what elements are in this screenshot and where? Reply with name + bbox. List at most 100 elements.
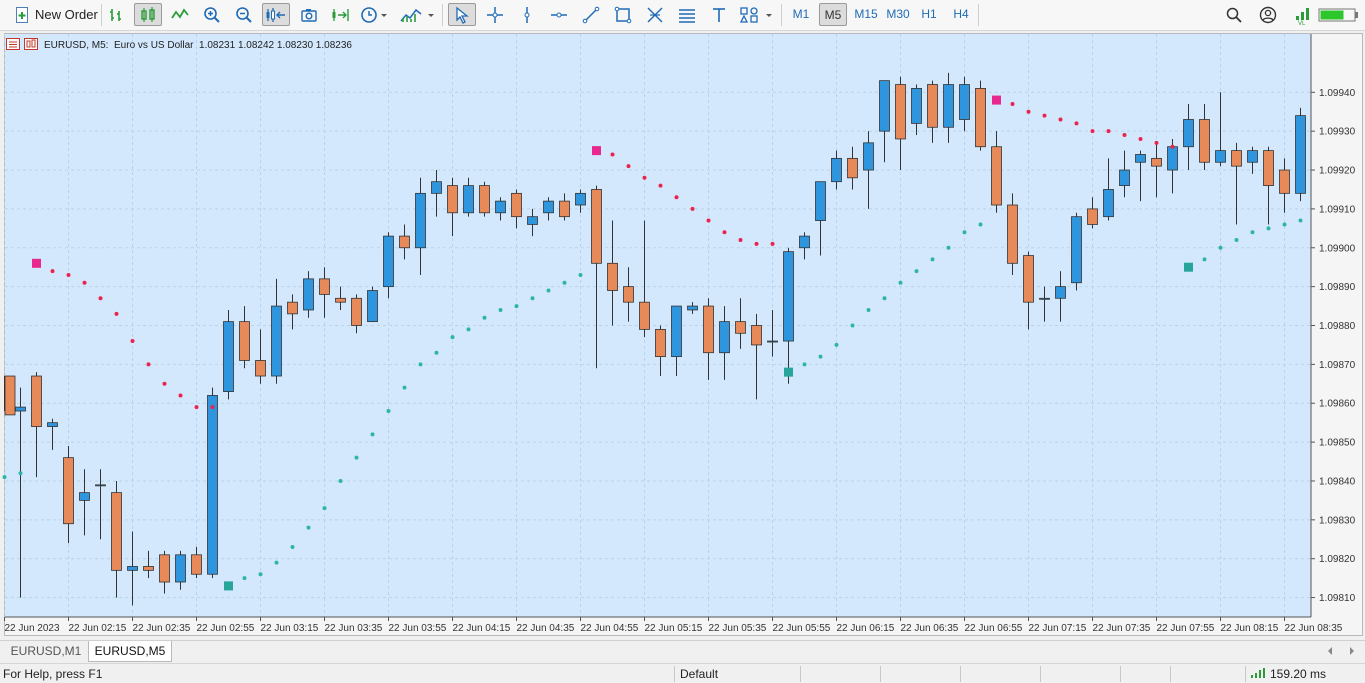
candle-up [799,235,810,249]
psar-dot [498,307,503,312]
toolbar-separator [978,4,979,26]
time-label: 22 Jun 03:15 [261,623,319,634]
psar-dot [546,288,551,293]
candle-up [1247,150,1258,163]
bar-chart-icon[interactable] [106,3,128,26]
chart-shift-icon[interactable] [328,3,352,26]
psar-dot [402,385,407,390]
indicators-icon[interactable] [398,3,436,26]
psar-dot [722,230,727,235]
price-label: 1.09920 [1319,166,1356,177]
tab-eurusd-m1[interactable]: EURUSD,M1 [10,644,82,658]
candle-down [255,360,266,377]
timeframe-m30-button[interactable]: M30 [886,7,910,21]
candle-up [719,321,730,354]
psar-dot [338,478,343,483]
timeframe-m1-button[interactable]: M1 [792,7,810,21]
time-label: 22 Jun 03:55 [389,623,447,634]
candle-up [495,200,506,214]
candle-down [655,328,666,357]
psar-dot [578,272,583,277]
status-ping: 159.20 ms [1270,667,1327,681]
rectangle-icon[interactable] [611,3,635,26]
status-divider [880,666,881,682]
candle-up [95,484,106,487]
candle-down [591,189,602,264]
status-help-text: For Help, press F1 [3,667,103,681]
candle-up [815,181,826,221]
candle-up [543,200,554,214]
periodicity-clock-icon[interactable] [358,3,390,26]
time-label: 22 Jun 02:55 [197,623,255,634]
psar-reversal-marker [592,146,601,156]
time-label: 22 Jun 05:35 [709,623,767,634]
new-order-icon[interactable] [12,3,34,26]
chart-tabs: EURUSD,M1 EURUSD,M5 [0,640,1365,663]
new-order-button[interactable]: New Order [35,7,98,22]
price-label: 1.09850 [1319,438,1356,449]
psar-reversal-marker [224,581,233,591]
connection-battery-icon [1317,3,1361,26]
psar-dot [82,280,87,285]
timeframe-m5-button[interactable]: M5 [819,3,847,26]
chart-properties-icon[interactable] [24,37,38,53]
candle-up [79,492,90,501]
psar-dot [66,272,71,277]
cursor-arrow-icon[interactable] [448,3,476,26]
vps-signal-icon[interactable]: VL [1291,3,1315,26]
text-tool-icon[interactable] [707,3,731,26]
chart-list-icon[interactable] [6,37,20,53]
candle-up [1055,286,1066,299]
candle-up [671,305,682,357]
scroll-left-icon[interactable] [1322,641,1338,661]
search-icon[interactable] [1223,3,1245,26]
timeframe-h1-button[interactable]: H1 [921,7,937,21]
vertical-line-icon[interactable] [515,3,539,26]
candle-up [127,566,138,571]
psar-dot [1250,230,1255,235]
toolbar-separator [101,4,102,26]
psar-dot [354,455,359,460]
time-label: 22 Jun 07:15 [1029,623,1087,634]
toolbar: New Order [0,0,1365,31]
horizontal-line-icon[interactable] [547,3,571,26]
candlestick-chart-icon[interactable] [134,3,162,26]
psar-dot [514,304,519,309]
trend-line-icon[interactable] [579,3,603,26]
psar-dot [754,241,759,246]
screenshot-icon[interactable] [297,3,321,26]
psar-dot [866,307,871,312]
time-label: 22 Jun 04:55 [581,623,639,634]
tab-eurusd-m5[interactable]: EURUSD,M5 [88,641,172,662]
account-icon[interactable] [1257,3,1279,26]
psar-dot [674,195,679,200]
time-label: 22 Jun 2023 [5,623,60,634]
status-divider [960,666,961,682]
candle-down [351,297,362,326]
candle-up [431,181,442,194]
channel-lines-icon[interactable] [675,3,699,26]
candlestick-chart[interactable]: 1.09940 1.09930 1.09920 1.09910 1.09900 1.098… [0,0,1365,640]
crosshair-icon[interactable] [483,3,507,26]
zoom-out-icon[interactable] [232,3,256,26]
psar-dot [562,280,567,285]
fibonacci-icon[interactable] [643,3,667,26]
status-divider [1040,666,1041,682]
time-label: 22 Jun 08:35 [1285,623,1343,634]
time-label: 22 Jun 06:55 [965,623,1023,634]
shapes-icon[interactable] [737,3,775,26]
timeframe-m15-button[interactable]: M15 [854,7,878,21]
zoom-in-icon[interactable] [200,3,224,26]
timeframe-h4-button[interactable]: H4 [953,7,969,21]
candle-up [415,192,426,249]
scroll-right-icon[interactable] [1344,641,1360,661]
candle-up [207,395,218,575]
candle-up [687,305,698,311]
line-chart-icon[interactable] [168,3,192,26]
psar-dot [1042,113,1047,118]
psar-dot [98,296,103,301]
auto-scroll-icon[interactable] [262,3,290,26]
psar-dot [1106,129,1111,134]
candle-up [47,422,58,427]
price-label: 1.09880 [1319,321,1356,332]
